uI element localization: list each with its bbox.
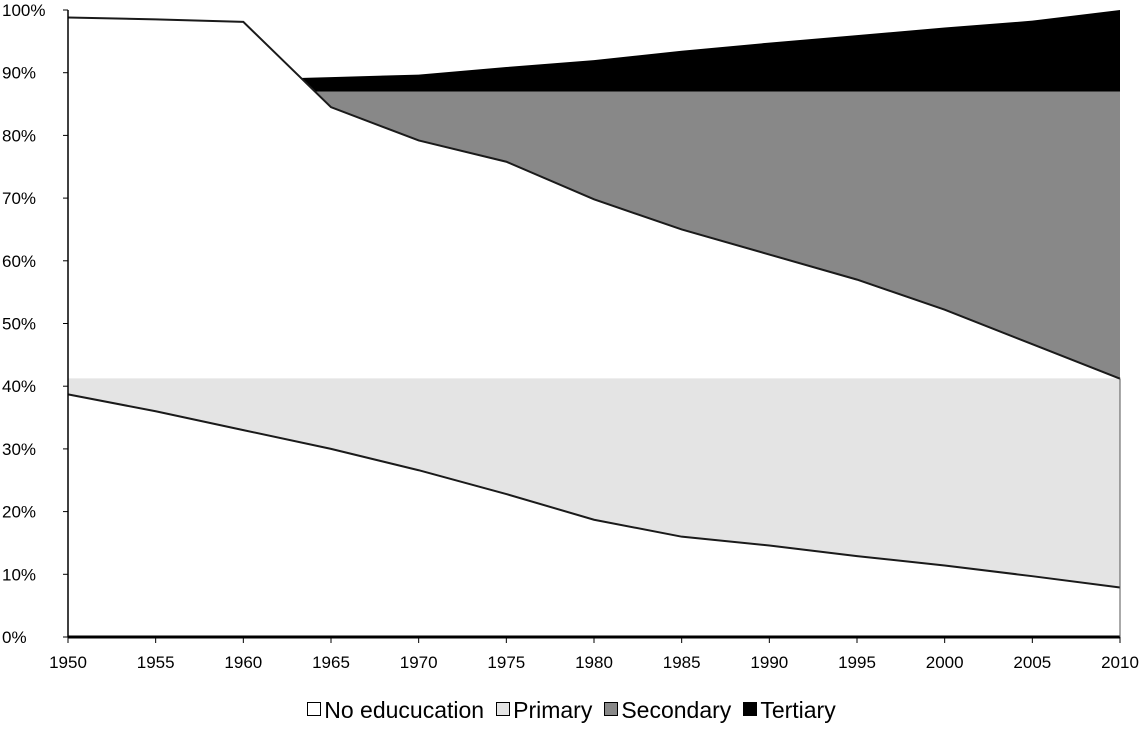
chart-areas [68, 10, 1120, 637]
area-tertiary [68, 10, 1120, 92]
x-tick-label: 1950 [49, 653, 87, 672]
y-axis-ticks: 0% 10% 20% 30% 40% 50% 60% 70% 80% 90% 100% [2, 1, 68, 647]
y-tick-label: 10% [2, 565, 36, 584]
legend-label: Primary [513, 697, 593, 723]
chart-legend: No educucation Primary Secondary Tertiary [0, 694, 1143, 725]
y-tick-label: 30% [2, 440, 36, 459]
legend-swatch [743, 702, 758, 716]
x-tick-label: 2000 [926, 653, 964, 672]
legend-swatch [307, 702, 322, 716]
x-tick-label: 1995 [838, 653, 876, 672]
y-tick-label: 80% [2, 126, 36, 145]
legend-item-no-educucation: No educucation [307, 695, 484, 725]
boundary-line-secondary-lower [67, 16, 1121, 380]
legend-swatch [604, 702, 619, 716]
chart-boundary-lines [67, 16, 1121, 589]
x-tick-label: 1960 [224, 653, 262, 672]
legend-swatch [496, 702, 511, 716]
x-tick-label: 1955 [137, 653, 175, 672]
legend-label: No educucation [324, 697, 485, 723]
y-tick-label: 20% [2, 503, 36, 522]
x-tick-label: 1980 [575, 653, 613, 672]
legend-label: Secondary [621, 697, 732, 723]
y-tick-label: 90% [2, 64, 36, 83]
x-tick-label: 1990 [750, 653, 788, 672]
legend-item-primary: Primary [496, 695, 592, 725]
boundary-line-no-education [67, 393, 1121, 589]
x-tick-label: 1965 [312, 653, 350, 672]
y-tick-label: 50% [2, 315, 36, 334]
legend-label: Tertiary [760, 697, 836, 723]
legend-item-tertiary: Tertiary [743, 695, 836, 725]
x-tick-label: 2005 [1013, 653, 1051, 672]
area-primary [68, 378, 1120, 588]
x-tick-label: 1970 [400, 653, 438, 672]
y-tick-label: 100% [2, 1, 45, 20]
y-tick-label: 0% [2, 628, 27, 647]
area-no-educucation [68, 394, 1120, 637]
y-tick-label: 70% [2, 189, 36, 208]
x-tick-label: 2010 [1101, 653, 1139, 672]
x-tick-label: 1985 [663, 653, 701, 672]
y-tick-label: 60% [2, 252, 36, 271]
legend-item-secondary: Secondary [604, 695, 731, 725]
y-tick-label: 40% [2, 377, 36, 396]
x-axis-ticks: 1950 1955 1960 1965 1970 1975 1980 1985 1990 1995… [49, 637, 1139, 672]
x-tick-label: 1975 [487, 653, 525, 672]
